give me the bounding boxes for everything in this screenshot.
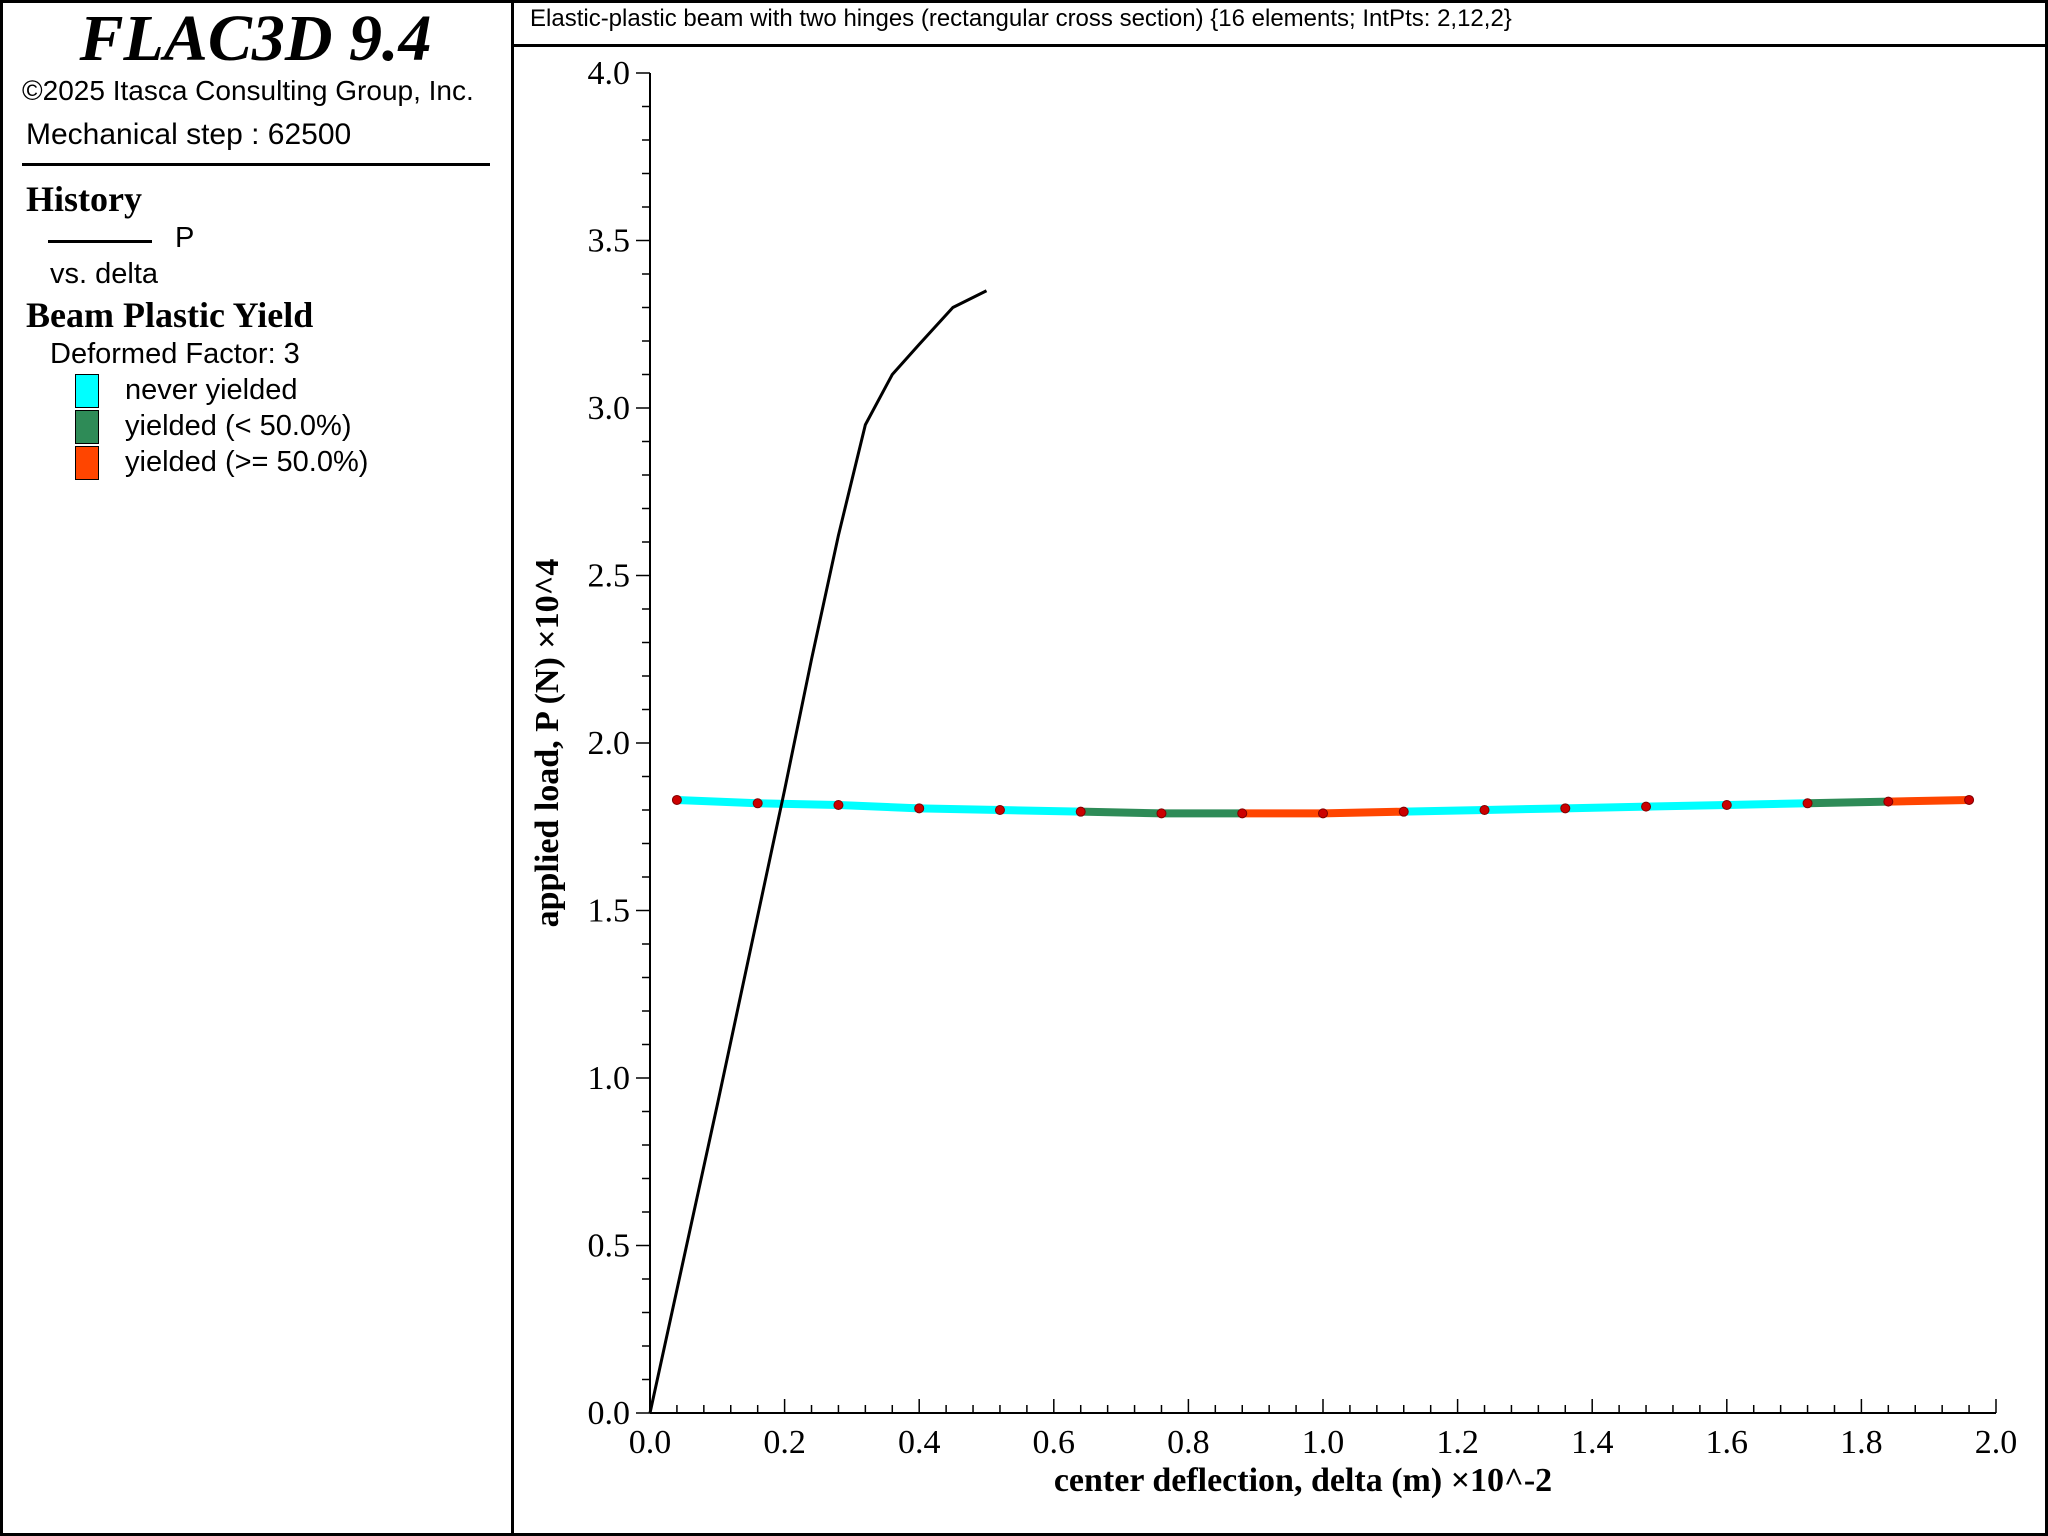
tick-labels: 0.0 0.2 0.4 0.6 0.8 1.0 1.2 1.4 1.6 1.8 2.0 0.0 0.5 1…: [588, 55, 2018, 1461]
never-yielded-swatch: [75, 374, 99, 408]
x-tick-label: 1.6: [1706, 1424, 1749, 1461]
series-line: [648, 289, 988, 1414]
x-tick-label: 1.4: [1571, 1424, 1614, 1461]
title-divider: [511, 44, 2048, 47]
beam-node: [671, 794, 682, 805]
beam-element: [1807, 797, 1889, 808]
beam-node: [1479, 805, 1490, 815]
x-tick-label: 1.8: [1840, 1424, 1883, 1461]
yielded-ge50-swatch: [75, 446, 99, 480]
beam-node: [1398, 806, 1409, 817]
beam-node: [1883, 796, 1894, 807]
beam-node: [914, 803, 925, 814]
beam-element: [1080, 807, 1162, 818]
beam-element: [919, 804, 1001, 814]
y-axis-label: applied load, P (N) ×10^4: [529, 559, 566, 928]
axes: [649, 73, 1996, 1414]
x-tick-label: 2.0: [1975, 1424, 2018, 1461]
beam-node: [1237, 808, 1248, 819]
deformed-factor: Deformed Factor: 3: [50, 338, 300, 370]
plot-title: Elastic-plastic beam with two hinges (re…: [530, 5, 1512, 32]
mechanical-step: Mechanical step : 62500: [26, 118, 352, 151]
beam-element: [757, 799, 839, 809]
yielded-lt50-swatch: [75, 410, 99, 444]
beam-element: [1645, 800, 1727, 811]
beam-node: [1560, 803, 1571, 814]
beam-element: [676, 795, 758, 808]
chart-canvas: 0.0 0.2 0.4 0.6 0.8 1.0 1.2 1.4 1.6 1.8 2.0 0.0 0.5 1…: [529, 55, 2018, 1499]
history-line-swatch: [48, 240, 152, 243]
history-heading: History: [26, 179, 142, 219]
x-tick-label: 0.2: [763, 1424, 806, 1461]
y-tick-label: 2.0: [588, 725, 631, 762]
x-tick-label: 0.6: [1033, 1424, 1076, 1461]
x-tick-label: 1.0: [1302, 1424, 1345, 1461]
yielded-ge50-label: yielded (>= 50.0%): [125, 446, 369, 478]
legend-rule: [22, 163, 490, 166]
beam-node: [1641, 801, 1652, 812]
beam-node: [1075, 806, 1086, 817]
beam-node: [1802, 798, 1813, 809]
legend-panel: FLAC3D 9.4 ©2025 Itasca Consulting Group…: [0, 0, 511, 1536]
beam-element: [1322, 807, 1404, 818]
beam-node: [994, 805, 1005, 815]
beam-element: [1726, 799, 1808, 809]
yielded-lt50-label: yielded (< 50.0%): [125, 410, 352, 442]
x-tick-label: 0.8: [1167, 1424, 1210, 1461]
y-tick-label: 1.5: [588, 893, 631, 930]
beam-node: [752, 798, 763, 809]
y-tick-label: 4.0: [588, 55, 631, 92]
y-tick-label: 3.0: [588, 390, 631, 427]
copyright-text: ©2025 Itasca Consulting Group, Inc.: [22, 75, 474, 106]
history-vs-label: vs. delta: [50, 258, 158, 290]
never-yielded-label: never yielded: [125, 374, 298, 406]
panel-divider: [511, 0, 514, 1536]
beam-element: [1484, 804, 1566, 814]
beam-element: [1888, 795, 1970, 806]
beam-node: [1964, 794, 1975, 805]
y-tick-label: 3.5: [588, 223, 631, 260]
beam-node: [1721, 799, 1732, 810]
beam-node: [1318, 808, 1328, 819]
x-tick-label: 1.2: [1436, 1424, 1479, 1461]
beam-element: [1565, 802, 1647, 813]
y-tick-label: 1.0: [588, 1060, 631, 1097]
beam-overlay: [671, 794, 1975, 819]
beam-node: [1156, 808, 1167, 819]
x-tick-label: 0.4: [898, 1424, 941, 1461]
series-group: [648, 289, 988, 1414]
ticks: [636, 72, 1997, 1414]
beam-node: [833, 799, 844, 810]
y-tick-label: 0.0: [588, 1395, 631, 1432]
yield-heading: Beam Plastic Yield: [26, 295, 314, 335]
history-series-label: P: [175, 222, 195, 254]
beam-element: [999, 806, 1081, 816]
beam-element: [838, 800, 920, 813]
beam-element: [1403, 806, 1485, 816]
y-tick-label: 2.5: [588, 558, 631, 595]
y-tick-label: 0.5: [588, 1228, 631, 1265]
x-tick-label: 0.0: [629, 1424, 672, 1461]
x-axis-label: center deflection, delta (m) ×10^-2: [1054, 1462, 1552, 1499]
app-title: FLAC3D 9.4: [79, 2, 432, 75]
